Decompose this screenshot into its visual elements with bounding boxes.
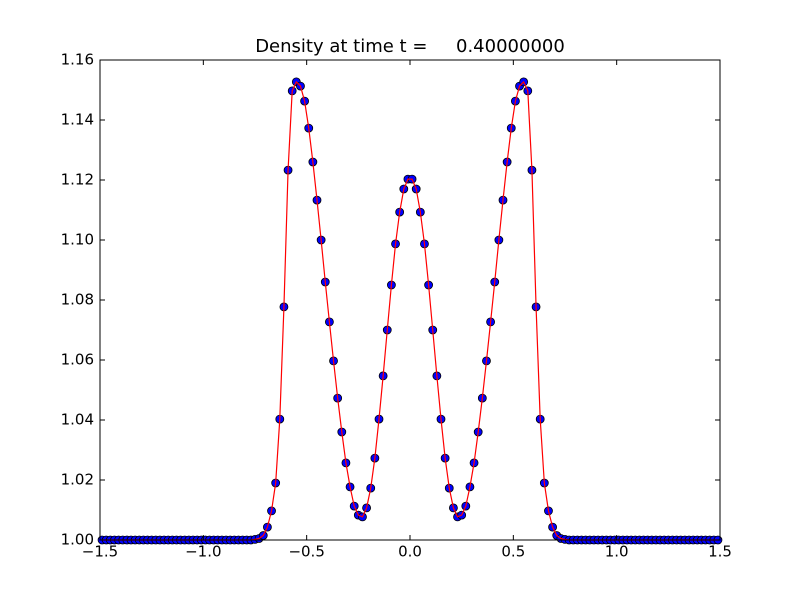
y-tick-label: 1.02 bbox=[61, 471, 94, 489]
x-tick-label: 1.0 bbox=[605, 543, 629, 561]
x-tick-label: 1.5 bbox=[708, 543, 732, 561]
x-tick-label: 0.0 bbox=[398, 543, 422, 561]
x-tick-label: −1.0 bbox=[185, 543, 221, 561]
y-tick-label: 1.08 bbox=[61, 291, 94, 309]
chart-title: Density at time t = 0.40000000 bbox=[255, 36, 565, 57]
y-tick-label: 1.12 bbox=[61, 171, 94, 189]
y-tick-label: 1.16 bbox=[61, 51, 94, 69]
y-tick-label: 1.06 bbox=[61, 351, 94, 369]
y-tick-label: 1.14 bbox=[61, 111, 94, 129]
y-tick-label: 1.10 bbox=[61, 231, 94, 249]
y-tick-label: 1.04 bbox=[61, 411, 94, 429]
y-tick-label: 1.00 bbox=[61, 531, 94, 549]
x-tick-label: −0.5 bbox=[288, 543, 324, 561]
x-tick-label: 0.5 bbox=[501, 543, 525, 561]
x-tick-label: −1.5 bbox=[82, 543, 118, 561]
